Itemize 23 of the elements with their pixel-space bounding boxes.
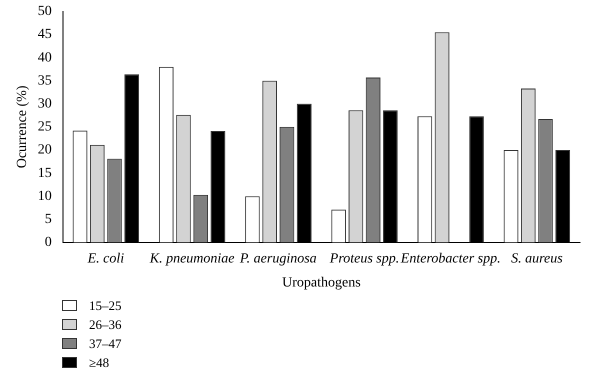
y-tick-label: 0	[44, 235, 52, 250]
legend-label: ≥48	[89, 354, 110, 370]
y-tick-label: 45	[38, 27, 52, 42]
y-tick-label: 20	[38, 142, 52, 158]
y-tick-label: 35	[38, 73, 52, 88]
x-axis-title: Uropathogens	[282, 275, 361, 290]
legend-label: 15–25	[89, 298, 122, 314]
y-tick-label: 10	[38, 188, 52, 204]
y-tick-label: 40	[38, 50, 52, 66]
y-tick-label: 30	[38, 96, 52, 112]
y-tick-label: 5	[44, 212, 52, 227]
x-tick-label: S. aureus	[511, 251, 564, 266]
y-axis-title: Ocurrence (%)	[15, 85, 30, 168]
legend-label: 37–47	[89, 336, 122, 352]
x-tick-label: P. aeruginosa	[238, 251, 317, 266]
x-tick-label: Proteus spp.	[328, 251, 400, 266]
legend-label: 26–36	[89, 316, 122, 332]
x-tick-label: Enterobacter spp.	[400, 251, 501, 266]
x-tick-label: E. coli	[86, 251, 124, 266]
y-tick-label: 50	[38, 4, 52, 20]
y-tick-label: 25	[38, 120, 52, 135]
y-tick-label: 15	[38, 166, 52, 181]
x-tick-label: K. pneumoniae	[148, 251, 234, 266]
